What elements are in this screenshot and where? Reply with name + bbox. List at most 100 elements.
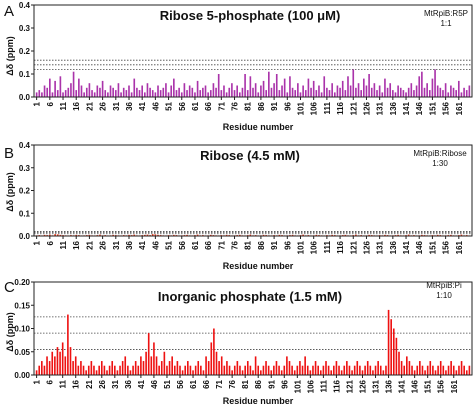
bar-residue-142 xyxy=(407,87,410,97)
bar-residue-112 xyxy=(328,90,331,97)
bar-residue-136 xyxy=(392,90,394,97)
bar-residue-153 xyxy=(436,234,439,236)
bar-residue-111 xyxy=(326,87,328,97)
bar-residue-166 xyxy=(465,370,468,375)
x-tick-label: 101 xyxy=(296,101,305,115)
x-tick-label: 26 xyxy=(99,101,108,110)
bar-residue-53 xyxy=(171,356,173,375)
bar-residue-84 xyxy=(252,370,254,375)
bar-residue-9 xyxy=(56,234,59,236)
x-tick-label: 116 xyxy=(336,240,345,253)
bar-residue-138 xyxy=(397,234,399,236)
x-tick-label: 126 xyxy=(362,101,371,115)
bar-residue-55 xyxy=(176,361,179,375)
x-tick-label: 41 xyxy=(138,240,147,249)
bar-residue-156 xyxy=(444,83,447,97)
x-tick-label: 21 xyxy=(85,101,94,110)
bar-residue-6 xyxy=(49,78,51,97)
corner-label-line1: MtRpiB:R5P xyxy=(424,9,468,18)
bar-residue-113 xyxy=(331,234,333,236)
bar-residue-127 xyxy=(364,365,366,375)
bar-residue-95 xyxy=(280,370,283,375)
bar-residue-44 xyxy=(149,87,151,97)
y-tick-label: 0.00 xyxy=(14,371,30,380)
bar-residue-83 xyxy=(252,87,254,97)
bar-residue-145 xyxy=(415,85,418,97)
bar-residue-93 xyxy=(278,234,281,236)
bar-residue-11 xyxy=(62,92,64,97)
bar-residue-53 xyxy=(173,78,175,97)
bar-residue-56 xyxy=(179,365,181,375)
y-tick-label: 0.20 xyxy=(14,278,30,287)
x-tick-label: 21 xyxy=(85,379,94,388)
bar-residue-96 xyxy=(283,365,286,375)
corner-label-line1: MtRpiB:Ribose xyxy=(413,149,467,158)
bar-residue-95 xyxy=(283,78,286,97)
bar-residue-8 xyxy=(54,356,56,375)
bar-residue-79 xyxy=(239,365,241,375)
bar-residue-158 xyxy=(450,85,452,97)
bar-residue-115 xyxy=(336,85,339,97)
bar-residue-91 xyxy=(270,370,273,375)
bar-residue-63 xyxy=(197,361,200,375)
bar-residue-153 xyxy=(436,85,439,97)
x-tick-label: 106 xyxy=(310,101,319,115)
bar-residue-30 xyxy=(112,234,114,236)
bar-residue-41 xyxy=(140,356,142,375)
bar-residue-2 xyxy=(38,365,41,375)
bar-residue-98 xyxy=(288,361,291,375)
bar-residue-106 xyxy=(309,370,312,375)
bar-residue-88 xyxy=(262,365,265,375)
x-tick-label: 91 xyxy=(267,379,276,388)
bar-residue-73 xyxy=(225,234,228,236)
bar-residue-155 xyxy=(442,90,444,97)
bar-residue-100 xyxy=(293,370,296,375)
bar-residue-97 xyxy=(289,76,291,97)
bar-residue-155 xyxy=(437,365,439,375)
bar-residue-123 xyxy=(357,83,360,97)
bar-residue-137 xyxy=(390,319,392,375)
x-tick-label: 111 xyxy=(323,101,332,114)
bars xyxy=(35,69,471,97)
x-tick-label: 66 xyxy=(204,240,213,249)
bar-residue-76 xyxy=(231,370,233,375)
bar-residue-152 xyxy=(434,69,436,97)
x-tick-label: 71 xyxy=(215,379,224,388)
bar-residue-64 xyxy=(200,365,202,375)
bar-residue-67 xyxy=(209,90,212,97)
x-tick-label: 81 xyxy=(244,240,253,249)
bar-residue-44 xyxy=(147,333,150,375)
bar-residue-39 xyxy=(134,361,137,375)
bar-residue-8 xyxy=(54,80,56,97)
bar-residue-149 xyxy=(426,83,428,97)
bar-residue-35 xyxy=(125,90,128,97)
bar-residue-148 xyxy=(419,361,421,375)
bar-residue-42 xyxy=(142,361,145,375)
panel-b: B Ribose (4.5 mM) MtRpiB:Ribose 1:30 Δδ … xyxy=(4,141,473,271)
bar-residue-55 xyxy=(178,87,180,97)
x-tick-label: 51 xyxy=(165,240,174,249)
bar-residue-134 xyxy=(386,87,389,97)
bar-residue-120 xyxy=(346,361,348,375)
x-tick-label: 31 xyxy=(112,101,121,110)
bar-residue-163 xyxy=(458,365,460,375)
bar-residue-51 xyxy=(166,365,168,375)
bar-residue-69 xyxy=(213,328,215,375)
bar-residue-76 xyxy=(233,90,236,97)
bar-residue-3 xyxy=(41,92,43,97)
x-tick-label: 156 xyxy=(442,101,451,115)
x-tick-label: 96 xyxy=(280,379,289,388)
bar-residue-100 xyxy=(297,83,299,97)
x-tick-label: 56 xyxy=(178,240,187,249)
bar-residue-119 xyxy=(343,365,346,375)
bar-residue-35 xyxy=(124,356,127,375)
x-tick-label: 121 xyxy=(345,379,354,393)
bar-residue-105 xyxy=(310,87,312,97)
bar-residue-128 xyxy=(366,361,369,375)
x-tick-label: 6 xyxy=(46,101,55,106)
x-tick-label: 161 xyxy=(455,101,464,115)
y-tick-label: 0.0 xyxy=(19,93,31,102)
x-tick-label: 146 xyxy=(415,240,424,254)
x-tick-label: 146 xyxy=(411,379,420,393)
bar-residue-92 xyxy=(275,74,278,97)
